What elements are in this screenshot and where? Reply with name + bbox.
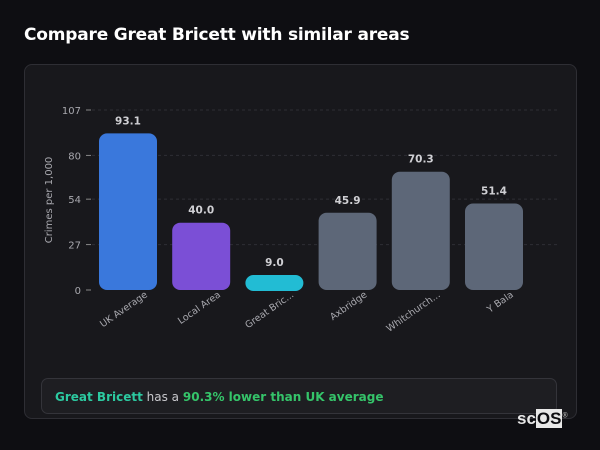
- bar: [465, 203, 523, 290]
- bar-value-label: 70.3: [408, 154, 434, 166]
- y-tick-label: 0: [75, 286, 81, 297]
- bar-value-label: 40.0: [188, 205, 214, 217]
- bar: [318, 212, 377, 290]
- bar: [172, 222, 231, 290]
- y-tick-label: 54: [68, 195, 81, 206]
- summary-area: Great Bricett: [55, 390, 143, 404]
- x-tick-label: UK Average: [98, 289, 150, 330]
- bar-value-label: 9.0: [265, 257, 284, 269]
- x-tick-label: Whitchurch...: [385, 289, 443, 334]
- bar: [99, 133, 157, 290]
- logo-text: sc: [517, 409, 536, 428]
- y-tick-label: 80: [68, 151, 81, 162]
- bar-value-label: 93.1: [115, 115, 141, 127]
- x-tick-label: Y Bala: [484, 289, 515, 316]
- y-axis-label: Crimes per 1,000: [44, 157, 55, 244]
- summary-comparison: 90.3% lower than UK average: [182, 390, 384, 404]
- x-tick-label: Great Bric...: [243, 289, 296, 331]
- bar: [245, 275, 304, 291]
- y-tick-label: 107: [62, 106, 81, 117]
- bar-value-label: 45.9: [335, 195, 361, 207]
- bar-value-label: 51.4: [481, 186, 507, 198]
- x-tick-label: Axbridge: [328, 289, 369, 323]
- summary-mid: has a: [146, 390, 180, 404]
- y-tick-label: 27: [68, 241, 81, 252]
- x-tick-label: Local Area: [176, 289, 223, 326]
- scos-logo: scOS®: [517, 409, 568, 429]
- bar: [391, 171, 450, 290]
- page-title: Compare Great Bricett with similar areas: [24, 25, 410, 45]
- logo-mark: ®: [562, 412, 568, 420]
- logo-text-box: OS: [535, 409, 563, 428]
- summary-box: Great Bricett has a 90.3% lower than UK …: [41, 378, 557, 414]
